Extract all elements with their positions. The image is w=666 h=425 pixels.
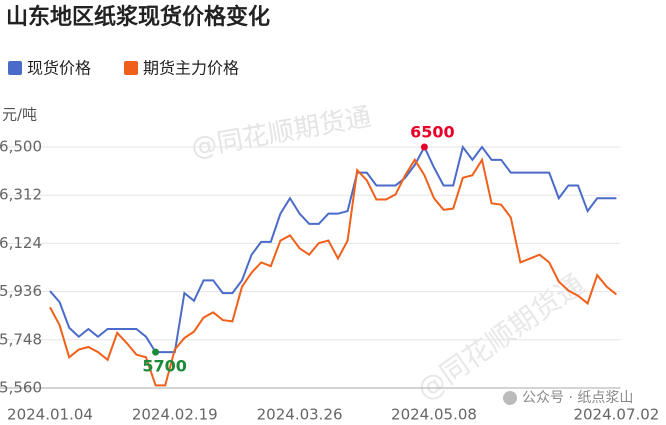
annotation-label: 6500 (410, 123, 455, 142)
watermark: @同花顺期货通 (189, 102, 373, 163)
y-axis-label: 元/吨 (2, 106, 37, 124)
annotation-marker (152, 348, 160, 356)
x-tick-label: 2024.07.02 (573, 406, 659, 424)
y-tick-label: 5,936 (0, 282, 42, 300)
x-tick-label: 2024.05.08 (391, 406, 477, 424)
annotation-marker (420, 143, 428, 151)
annotation-label: 5700 (142, 357, 187, 376)
x-tick-label: 2024.03.26 (257, 406, 343, 424)
legend-label: 现货价格 (27, 59, 91, 78)
y-tick-label: 5,748 (0, 330, 42, 348)
wechat-icon (503, 391, 517, 405)
watermark: @同花顺期货通 (411, 268, 590, 407)
series-line (49, 144, 617, 354)
y-tick-label: 6,500 (0, 138, 42, 156)
series-line (49, 157, 618, 387)
y-tick-label: 6,124 (0, 234, 42, 252)
legend-swatch (8, 61, 22, 75)
watermark: 公众号 · 纸点浆山 (522, 390, 633, 406)
y-tick-label: 5,560 (0, 379, 42, 397)
y-tick-label: 6,312 (0, 186, 42, 204)
legend-label: 期货主力价格 (143, 59, 239, 78)
x-tick-label: 2024.01.04 (7, 406, 93, 424)
x-tick-label: 2024.02.19 (132, 406, 218, 424)
legend-swatch (124, 61, 138, 75)
chart-title: 山东地区纸浆现货价格变化 (6, 4, 270, 30)
